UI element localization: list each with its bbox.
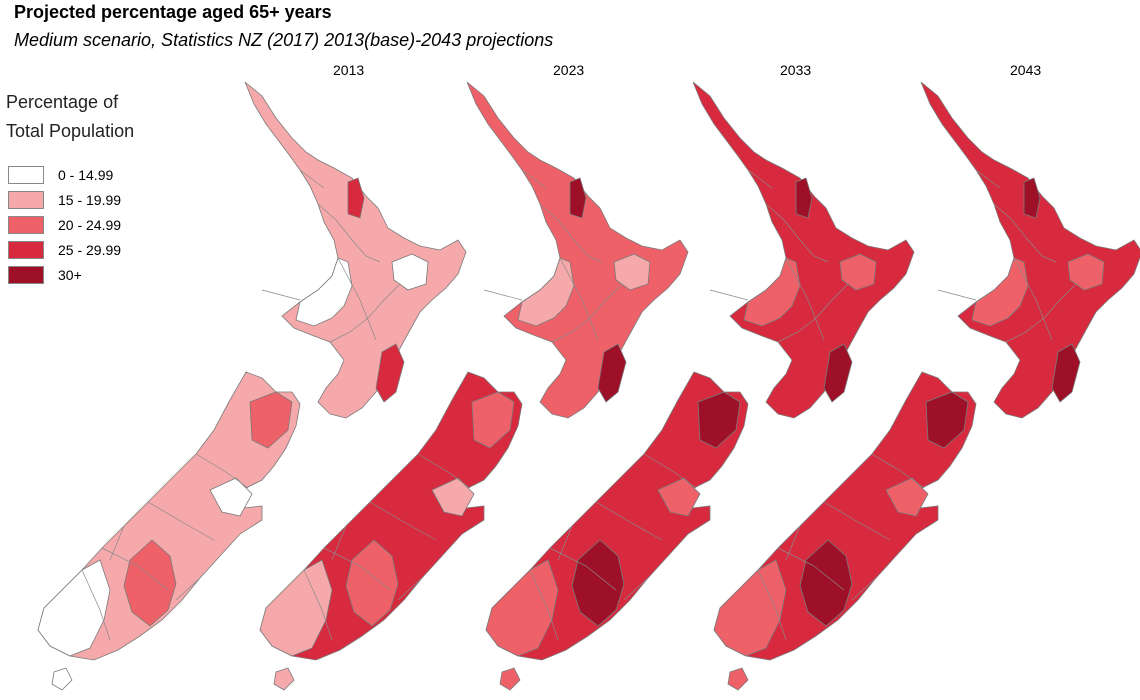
year-label-2033: 2033 <box>780 62 812 78</box>
map-subtitle: Medium scenario, Statistics NZ (2017) 20… <box>14 30 554 50</box>
north-island <box>692 81 915 419</box>
legend-label: 15 - 19.99 <box>58 191 122 208</box>
year-label-2043: 2043 <box>1010 62 1042 78</box>
north-island <box>920 81 1140 419</box>
stewart-island <box>499 667 521 691</box>
legend-item: 20 - 24.99 <box>8 212 121 237</box>
map-title: Projected percentage aged 65+ years <box>14 2 332 22</box>
legend-item: 15 - 19.99 <box>8 187 121 212</box>
stewart-island <box>51 667 73 691</box>
year-label-2023: 2023 <box>553 62 585 78</box>
legend-title-line1: Percentage of <box>6 92 119 112</box>
legend-swatch <box>8 215 44 234</box>
stewart-island <box>727 667 749 691</box>
legend-label: 25 - 29.99 <box>58 241 122 258</box>
legend-swatch <box>8 165 44 184</box>
legend-swatch <box>8 240 44 259</box>
stewart-island <box>273 667 295 691</box>
legend-label: 0 - 14.99 <box>58 166 114 183</box>
legend-label: 20 - 24.99 <box>58 216 122 233</box>
legend-label: 30+ <box>58 266 82 283</box>
legend-swatch <box>8 190 44 209</box>
year-label-2013: 2013 <box>333 62 365 78</box>
legend-swatch <box>8 265 44 284</box>
north-island <box>466 81 689 419</box>
legend: 0 - 14.99 15 - 19.99 20 - 24.99 25 - 29.… <box>8 162 121 287</box>
legend-item: 30+ <box>8 262 121 287</box>
legend-title-line2: Total Population <box>6 121 135 141</box>
legend-item: 0 - 14.99 <box>8 162 121 187</box>
legend-title: Percentage of Total Population <box>6 88 134 146</box>
north-island <box>244 81 467 419</box>
legend-item: 25 - 29.99 <box>8 237 121 262</box>
